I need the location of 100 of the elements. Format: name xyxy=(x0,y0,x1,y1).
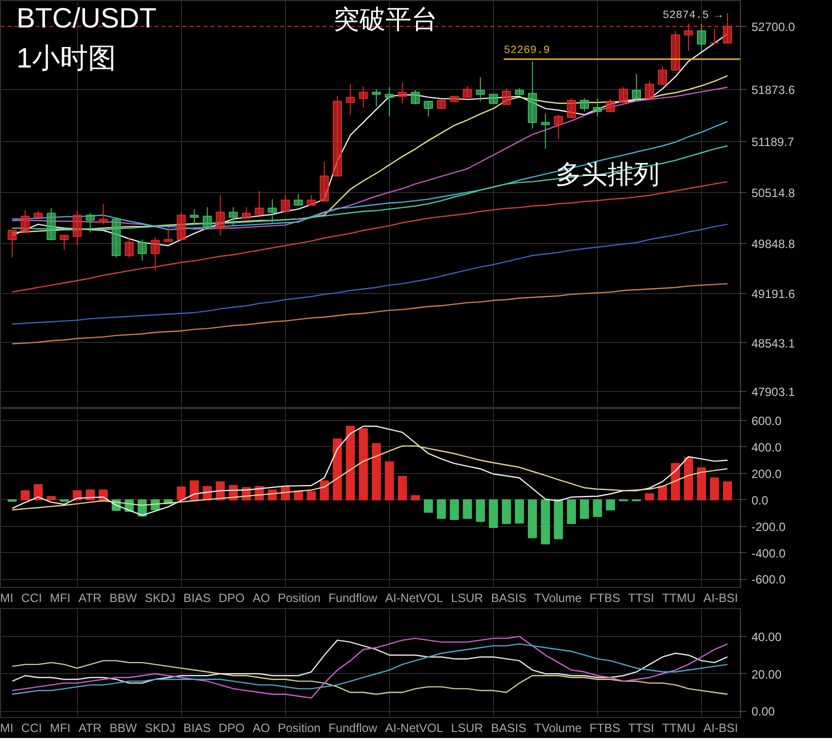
candlestick xyxy=(540,112,550,150)
candlestick xyxy=(592,98,602,118)
y-tick-label: -600.0 xyxy=(752,572,786,587)
bar xyxy=(528,499,537,538)
candlestick xyxy=(242,206,251,219)
y-tick-label: 20.00 xyxy=(752,667,782,682)
text: BBW xyxy=(109,590,137,607)
text: BASIS xyxy=(490,590,526,607)
text: AO xyxy=(252,720,270,737)
y-tick-label: 49848.8 xyxy=(752,236,796,251)
line-series xyxy=(12,660,728,695)
text: Fundflow xyxy=(328,590,378,607)
candlestick xyxy=(190,208,199,225)
text: MI xyxy=(0,590,14,607)
bar xyxy=(34,484,43,500)
bar xyxy=(372,443,381,500)
y-tick-label: 49191.6 xyxy=(752,286,796,301)
candlestick xyxy=(566,98,576,118)
text: AI-BSI xyxy=(703,590,738,607)
candlestick xyxy=(346,84,355,115)
y-tick-label: 47903.1 xyxy=(752,385,796,400)
y-tick-label: 600.0 xyxy=(752,414,782,428)
candlestick xyxy=(72,210,82,246)
line-series xyxy=(12,283,728,344)
text: DPO xyxy=(218,590,245,607)
bar xyxy=(644,493,654,500)
line-series xyxy=(12,445,728,510)
candlestick xyxy=(606,98,615,112)
candlestick xyxy=(60,234,69,250)
text: MFI xyxy=(50,720,71,737)
bar xyxy=(190,480,199,500)
candlestick xyxy=(384,86,394,118)
bar xyxy=(398,476,407,500)
text: TTMU xyxy=(662,590,696,607)
ref-line-label: 52700.0 xyxy=(752,20,796,34)
text: CCI xyxy=(21,720,42,737)
text: TVolume xyxy=(534,720,582,737)
y-tick-label: 0.00 xyxy=(752,704,776,719)
y-tick-label: 51189.7 xyxy=(752,134,794,149)
bar xyxy=(554,499,563,540)
text: TTSI xyxy=(628,590,654,607)
bar xyxy=(684,456,694,500)
candlestick xyxy=(306,194,316,206)
y-tick-label: 40.00 xyxy=(752,630,782,644)
y-tick-label: 51873.6 xyxy=(752,82,796,97)
bar xyxy=(696,467,706,500)
text: FTBS xyxy=(590,590,620,607)
y-tick-label: 48543.1 xyxy=(752,336,796,350)
annotation: 突破平台 xyxy=(333,4,438,34)
bar xyxy=(346,426,355,500)
bar xyxy=(710,477,720,500)
candlestick xyxy=(696,23,706,52)
text: LSUR xyxy=(451,590,484,607)
candlestick xyxy=(294,194,303,206)
text: AO xyxy=(252,590,270,607)
candlestick xyxy=(644,80,654,99)
text: CCI xyxy=(21,590,42,607)
text: BIAS xyxy=(183,720,211,737)
candlestick xyxy=(164,226,173,242)
candlestick xyxy=(632,74,641,100)
text: TTMU xyxy=(662,720,696,737)
text: TTSI xyxy=(628,720,654,737)
text: Fundflow xyxy=(328,720,378,737)
chart-title: BTC/USDT xyxy=(16,2,156,34)
bar xyxy=(658,486,667,500)
annotation: 52874.5 → xyxy=(662,10,722,22)
candlestick xyxy=(398,82,407,104)
candlestick xyxy=(8,230,17,258)
candlestick xyxy=(254,190,264,215)
candlestick xyxy=(658,66,667,85)
candlestick xyxy=(20,210,30,232)
bar xyxy=(540,499,550,544)
y-tick-label: 400.0 xyxy=(752,440,782,454)
bar xyxy=(670,463,680,500)
bar xyxy=(722,481,732,500)
bar xyxy=(566,499,576,524)
bar xyxy=(450,499,459,520)
candlestick xyxy=(410,90,420,105)
candlestick xyxy=(476,76,485,102)
ref-line-label: 52269.9 xyxy=(504,45,550,58)
candlestick xyxy=(202,206,212,228)
text: Position xyxy=(278,590,321,607)
candlestick xyxy=(424,100,433,118)
text: SKDJ xyxy=(144,720,176,737)
text: TVolume xyxy=(534,590,582,607)
text: BIAS xyxy=(183,590,211,607)
bar xyxy=(592,499,602,517)
candlestick xyxy=(216,194,225,236)
bar xyxy=(280,486,290,500)
text: ATR xyxy=(78,590,102,607)
text: BBW xyxy=(109,720,137,737)
bar xyxy=(514,499,524,524)
candlestick xyxy=(150,236,160,272)
candlestick xyxy=(358,86,368,108)
candlestick xyxy=(124,236,134,258)
text: BASIS xyxy=(490,720,526,737)
candlestick xyxy=(372,88,381,107)
candlestick xyxy=(488,94,498,104)
bar xyxy=(320,480,329,500)
bar xyxy=(176,486,186,500)
